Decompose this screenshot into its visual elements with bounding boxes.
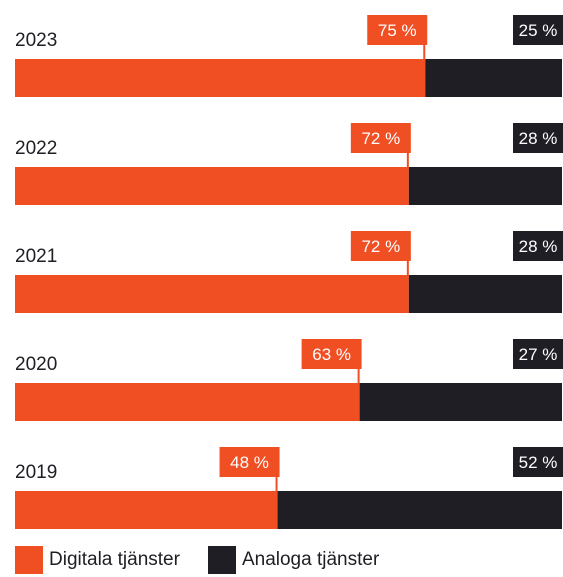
value-label-analog: 27 % [519,345,558,364]
year-label: 2019 [15,462,57,483]
year-label: 2022 [15,138,57,159]
value-box-digital [350,123,411,153]
value-label-analog: 28 % [519,129,558,148]
bar-analog [425,59,562,97]
bar-digital [15,59,426,97]
value-box-analog [513,447,563,477]
value-label-digital: 75 % [378,21,417,40]
value-box-digital [219,447,280,477]
legend-item-digital: Digitala tjänster [15,546,180,574]
stacked-bar-chart: 2023 75 % 25 % 2022 72 % 28 % 2021 72 % 28 % 2020… [15,15,563,529]
legend-swatch-analog [207,546,236,574]
value-box-digital [367,15,428,45]
value-box-analog [513,339,563,369]
value-label-analog: 52 % [519,453,558,472]
bar-digital [15,275,409,313]
bar-digital [15,167,409,205]
legend-label-analog: Analoga tjänster [241,549,380,570]
bar-digital [15,383,360,421]
value-box-analog [513,231,563,261]
value-label-analog: 28 % [519,237,558,256]
value-box-analog [513,123,563,153]
legend: Digitala tjänster Analoga tjänster [15,546,407,574]
value-label-analog: 25 % [519,21,558,40]
bar-analog [408,167,562,205]
bar-analog [408,275,562,313]
bar-analog [359,383,562,421]
legend-swatch-digital [15,546,43,574]
value-label-digital: 48 % [230,453,269,472]
bar-analog [277,491,562,529]
year-label: 2023 [15,30,57,51]
value-label-digital: 72 % [361,129,400,148]
legend-item-analog: Analoga tjänster [207,546,380,574]
legend-label-digital: Digitala tjänster [49,549,180,570]
value-box-digital [350,231,411,261]
year-label: 2021 [15,246,57,267]
bar-digital [15,491,278,529]
value-box-digital [301,339,362,369]
year-label: 2020 [15,354,57,375]
value-box-analog [513,15,563,45]
value-label-digital: 72 % [361,237,400,256]
value-label-digital: 63 % [312,345,351,364]
